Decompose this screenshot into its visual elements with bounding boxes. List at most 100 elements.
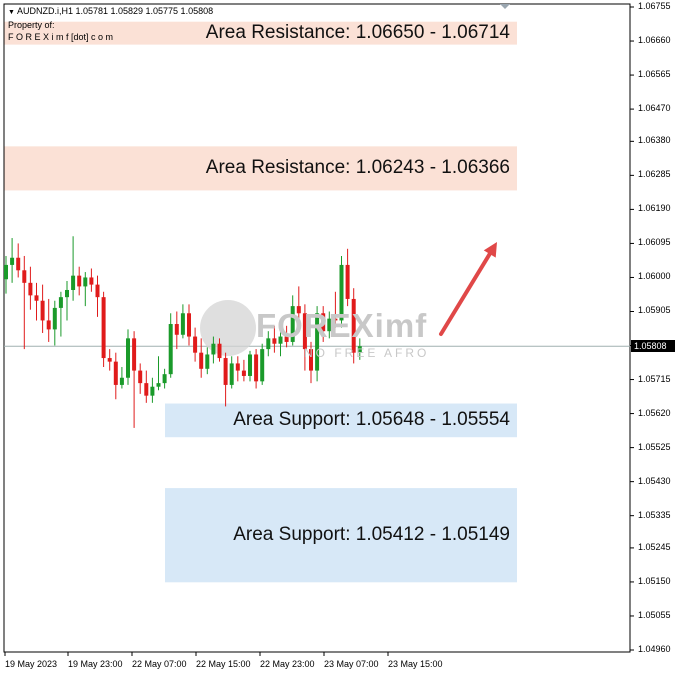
candle-body — [229, 363, 234, 385]
candle-body — [266, 338, 271, 350]
trend-arrow-head-icon — [483, 242, 497, 258]
collapse-triangle-icon[interactable]: ▼ — [8, 9, 15, 16]
candle-body — [28, 282, 33, 296]
candle-body — [223, 358, 228, 385]
candle-body — [309, 349, 313, 371]
scroll-marker-icon — [500, 4, 510, 9]
x-tick-label: 19 May 23:00 — [68, 659, 123, 669]
watermark-tagline: NO FREE AFRO — [304, 346, 430, 360]
candle-body — [248, 354, 252, 376]
support-band-3 — [165, 488, 517, 583]
candle-body — [345, 264, 350, 299]
candle-body — [187, 313, 191, 337]
watermark-logo-icon — [200, 300, 256, 356]
symbol-ohlc-text: AUDNZD.i,H1 1.05781 1.05829 1.05775 1.05… — [16, 6, 214, 16]
y-tick-label: 1.05245 — [638, 541, 671, 552]
candle-body — [168, 324, 173, 375]
y-tick-label: 1.06285 — [638, 169, 671, 180]
candle-body — [65, 289, 69, 298]
candle-body — [327, 318, 332, 332]
y-tick-label: 1.05620 — [638, 407, 671, 418]
current-price-tag: 1.05808 — [631, 340, 675, 353]
x-tick-label: 23 May 15:00 — [388, 659, 443, 669]
resistance-band-0 — [4, 21, 517, 45]
candle-body — [272, 338, 277, 344]
candle-body — [302, 313, 307, 350]
candle-body — [52, 307, 57, 330]
candle-body — [132, 338, 137, 371]
candle-body — [339, 264, 344, 321]
candle-body — [71, 275, 76, 290]
x-tick-label: 22 May 15:00 — [196, 659, 251, 669]
candle-body — [138, 370, 143, 384]
candle-body — [217, 343, 222, 359]
y-tick-label: 1.06565 — [638, 69, 671, 80]
candle-body — [83, 277, 88, 287]
x-tick-label: 23 May 07:00 — [324, 659, 379, 669]
candle-body — [205, 354, 210, 369]
candle-body — [4, 264, 8, 280]
candle-body — [126, 338, 130, 378]
y-tick-label: 1.05525 — [638, 441, 671, 452]
resistance-band-1 — [4, 146, 517, 191]
property-label: Property of: — [8, 20, 55, 30]
watermark-layer — [200, 300, 256, 356]
y-tick-label: 1.05905 — [638, 305, 671, 316]
candle-body — [296, 306, 301, 314]
candle-body — [290, 306, 295, 342]
y-tick-label: 1.06755 — [638, 1, 671, 11]
symbol-header: ▼ AUDNZD.i,H1 1.05781 1.05829 1.05775 1.… — [8, 6, 213, 16]
y-tick-label: 1.05335 — [638, 509, 671, 520]
candle-body — [254, 354, 259, 382]
candle-body — [113, 361, 118, 385]
candle-body — [241, 370, 246, 376]
y-tick-label: 1.05430 — [638, 475, 671, 486]
x-tick-label: 19 May 2023 — [5, 659, 58, 669]
candle-body — [321, 313, 326, 332]
candle-body — [278, 336, 283, 344]
candle-body — [16, 257, 21, 271]
y-tick-label: 1.06000 — [638, 271, 671, 282]
y-tick-label: 1.06190 — [638, 203, 671, 214]
resistance-zone-label-0: Area Resistance: 1.06650 - 1.06714 — [205, 22, 510, 44]
candle-body — [260, 349, 265, 382]
candle-body — [199, 352, 204, 369]
candle-body — [284, 336, 289, 342]
candle-body — [150, 386, 155, 396]
candle-body — [180, 313, 185, 335]
resistance-zone-label-1: Area Resistance: 1.06243 - 1.06366 — [205, 157, 510, 179]
support-zone-label-2: Area Support: 1.05648 - 1.05554 — [233, 409, 510, 431]
candle-body — [10, 257, 15, 265]
candle-body — [174, 324, 179, 335]
y-tick-label: 1.05055 — [638, 609, 671, 620]
candle-body — [34, 295, 39, 301]
candle-body — [101, 297, 106, 359]
trend-arrow-shaft — [439, 251, 492, 336]
candle-body — [193, 336, 198, 353]
candle-body — [77, 275, 82, 287]
y-tick-label: 1.06660 — [638, 35, 671, 46]
x-tick-label: 22 May 07:00 — [132, 659, 187, 669]
candle-body — [235, 363, 240, 371]
support-band-2 — [165, 403, 517, 438]
candle-body — [22, 270, 27, 283]
x-tick-label: 22 May 23:00 — [260, 659, 315, 669]
axis-layer — [3, 3, 634, 656]
candle-body — [144, 383, 149, 396]
candle-body — [333, 318, 338, 321]
plot-border — [3, 3, 631, 653]
brand-label: F O R E X i m f [dot] c o m — [8, 32, 114, 42]
candle-body — [119, 377, 124, 385]
candle-body — [58, 297, 63, 308]
arrow-layer — [439, 242, 497, 336]
candle-body — [40, 300, 45, 321]
y-tick-label: 1.04960 — [638, 644, 671, 654]
y-tick-label: 1.05150 — [638, 575, 671, 586]
support-zone-label-3: Area Support: 1.05412 - 1.05149 — [233, 524, 510, 546]
candle-body — [162, 374, 167, 384]
y-tick-label: 1.06095 — [638, 237, 671, 248]
y-tick-label: 1.06380 — [638, 135, 671, 146]
candle-body — [315, 313, 320, 371]
